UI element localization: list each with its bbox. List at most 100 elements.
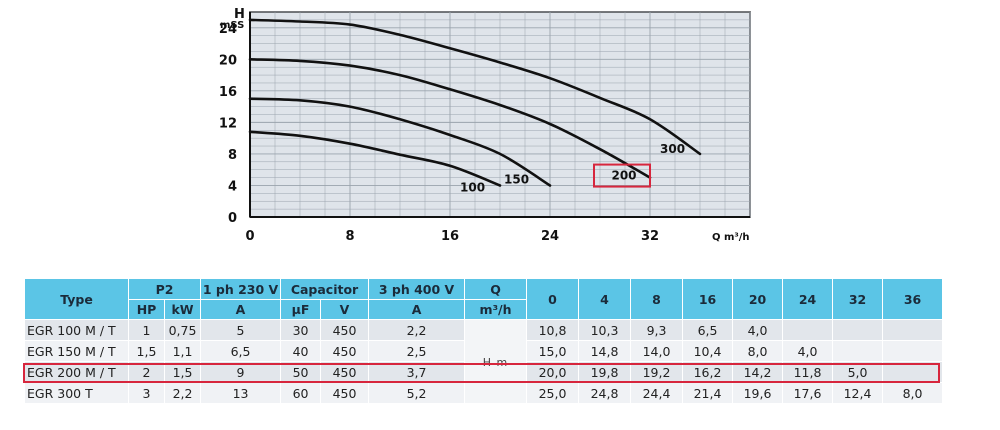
header-a-3ph: A xyxy=(368,299,466,320)
header-uf: µF xyxy=(280,299,322,320)
head-value-cell: 4,0 xyxy=(782,340,834,362)
type-cell: EGR 100 M / T xyxy=(24,319,129,341)
head-value-cell: 15,0 xyxy=(526,340,580,362)
table-header-row-1: Type P2 1 ph 230 V Capacitor 3 ph 400 V … xyxy=(24,278,944,320)
head-value-cell: 6,5 xyxy=(682,319,734,341)
header-flow: 20 xyxy=(732,278,784,320)
header-1ph: 1 ph 230 V xyxy=(200,278,282,300)
hp-cell: 3 xyxy=(128,382,165,404)
kw-cell: 0,75 xyxy=(163,319,202,341)
q-head-mark: H m xyxy=(482,356,509,369)
head-value-cell xyxy=(832,319,884,341)
head-value-cell xyxy=(832,340,884,362)
head-value-cell: 21,4 xyxy=(682,382,734,404)
head-value-cell: 25,0 xyxy=(526,382,580,404)
capacitor-uf-cell: 30 xyxy=(280,319,322,341)
type-cell: EGR 200 M / T xyxy=(24,361,129,383)
head-value-cell: 17,6 xyxy=(782,382,834,404)
current-3ph-cell: 2,2 xyxy=(368,319,466,341)
header-q-unit: m³/h xyxy=(464,299,528,320)
head-value-cell: 24,8 xyxy=(578,382,632,404)
curve-label-150: 150 xyxy=(504,172,529,186)
curve-label-highlight-box xyxy=(593,163,651,188)
hp-cell: 2 xyxy=(128,361,165,383)
pump-performance-chart: 100 150 200 300 0 8 16 24 32 0 4 8 12 16 20 24 H mSS Q… xyxy=(219,7,751,244)
current-1ph-cell: 5 xyxy=(200,319,282,341)
y-tick-label: 12 xyxy=(219,116,237,131)
type-cell: EGR 300 T xyxy=(24,382,129,404)
curve-label-100: 100 xyxy=(460,180,485,194)
head-value-cell: 14,2 xyxy=(732,361,784,383)
head-value-cell: 19,6 xyxy=(732,382,784,404)
header-flow: 16 xyxy=(682,278,734,320)
head-value-cell: 10,3 xyxy=(578,319,632,341)
kw-cell: 1,5 xyxy=(163,361,202,383)
head-value-cell: 19,8 xyxy=(578,361,632,383)
header-flow: 32 xyxy=(832,278,884,320)
head-value-cell xyxy=(882,340,944,362)
head-value-cell: 14,0 xyxy=(630,340,684,362)
header-flow: 4 xyxy=(578,278,632,320)
current-3ph-cell: 2,5 xyxy=(368,340,466,362)
curve-label-group: 100 150 200 300 xyxy=(460,142,685,195)
x-tick-label: 32 xyxy=(641,229,659,244)
curve-100 xyxy=(248,130,502,187)
curve-label-200: 200 xyxy=(611,169,636,183)
capacitor-uf-cell: 60 xyxy=(280,382,322,404)
y-tick-label: 24 xyxy=(219,22,237,37)
capacitor-v-cell: 450 xyxy=(320,319,370,341)
hp-cell: 1,5 xyxy=(128,340,165,362)
header-a-1ph: A xyxy=(200,299,282,320)
head-value-cell xyxy=(882,361,944,383)
capacitor-uf-cell: 50 xyxy=(280,361,322,383)
type-cell: EGR 150 M / T xyxy=(24,340,129,362)
curve-300 xyxy=(248,18,702,156)
y-tick-label: 4 xyxy=(228,179,237,194)
performance-table: Type P2 1 ph 230 V Capacitor 3 ph 400 V … xyxy=(24,278,944,404)
capacitor-v-cell: 450 xyxy=(320,340,370,362)
head-value-cell: 20,0 xyxy=(526,361,580,383)
grid-lines xyxy=(249,11,751,218)
head-value-cell: 16,2 xyxy=(682,361,734,383)
y-axis-title-h: H xyxy=(234,7,245,22)
x-tick-label: 0 xyxy=(245,229,254,244)
table-row: EGR 150 M / T 1,5 1,1 6,5 40 450 2,5 15,0 14,8 14… xyxy=(24,340,944,362)
head-value-cell: 5,0 xyxy=(832,361,884,383)
capacitor-v-cell: 450 xyxy=(320,382,370,404)
hp-cell: 1 xyxy=(128,319,165,341)
curve-label-300: 300 xyxy=(660,142,685,156)
y-tick-label: 20 xyxy=(219,53,237,68)
header-hp: HP xyxy=(128,299,165,320)
head-value-cell: 12,4 xyxy=(832,382,884,404)
table-row: EGR 100 M / T 1 0,75 5 30 450 2,2 H m 10,8 10,3 9,… xyxy=(24,319,944,404)
head-value-cell: 8,0 xyxy=(732,340,784,362)
y-tick-label: 8 xyxy=(228,148,237,163)
head-value-cell: 4,0 xyxy=(732,319,784,341)
header-3ph: 3 ph 400 V xyxy=(368,278,466,300)
head-value-cell: 14,8 xyxy=(578,340,632,362)
tick-label-group: 0 8 16 24 32 0 4 8 12 16 20 24 xyxy=(219,22,659,244)
head-value-cell: 8,0 xyxy=(882,382,944,404)
curve-200 xyxy=(248,58,652,179)
kw-cell: 1,1 xyxy=(163,340,202,362)
head-value-cell: 10,8 xyxy=(526,319,580,341)
header-flow: 0 xyxy=(526,278,580,320)
table-row: EGR 300 T 3 2,2 13 60 450 5,2 25,0 24,8 24,4 21,4 1… xyxy=(24,382,944,404)
current-1ph-cell: 9 xyxy=(200,361,282,383)
current-3ph-cell: 3,7 xyxy=(368,361,466,383)
x-tick-label: 16 xyxy=(441,229,459,244)
header-type: Type xyxy=(24,278,129,320)
y-tick-label: 16 xyxy=(219,85,237,100)
capacitor-v-cell: 450 xyxy=(320,361,370,383)
header-flow: 36 xyxy=(882,278,944,320)
header-kw: kW xyxy=(163,299,202,320)
kw-cell: 2,2 xyxy=(163,382,202,404)
curve-group xyxy=(248,18,702,187)
table-row: EGR 200 M / T 2 1,5 9 50 450 3,7 20,0 19,8 19,2 16… xyxy=(24,361,944,383)
head-value-cell xyxy=(882,319,944,341)
head-value-cell: 19,2 xyxy=(630,361,684,383)
header-capacitor: Capacitor xyxy=(280,278,370,300)
header-p2: P2 xyxy=(127,278,202,300)
head-value-cell: 11,8 xyxy=(782,361,834,383)
q-head-cell: H m xyxy=(464,319,528,404)
